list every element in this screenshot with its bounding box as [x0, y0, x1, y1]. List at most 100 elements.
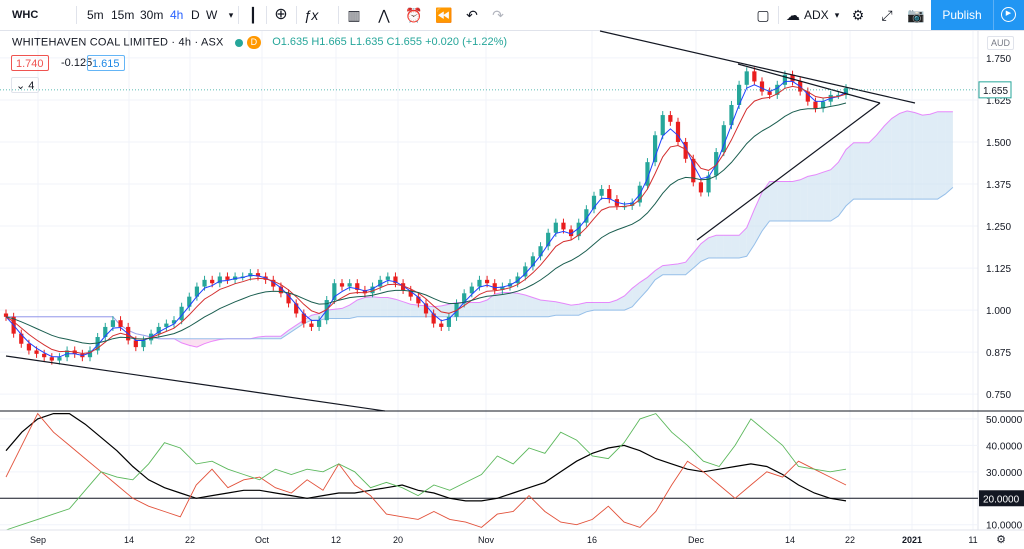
cloud-segment: [662, 264, 671, 275]
fx-icon[interactable]: ƒx: [303, 7, 319, 23]
candle-body: [217, 276, 222, 284]
bar-style-icon[interactable]: ┃: [248, 7, 258, 23]
cloud-segment: [815, 172, 824, 221]
play-button[interactable]: ▶: [993, 0, 1024, 30]
candle-body: [400, 283, 406, 290]
interval-d[interactable]: D: [191, 8, 200, 22]
replay-icon[interactable]: ⏪: [435, 7, 453, 23]
price-tick-label: 0.750: [986, 390, 1011, 401]
adx-tick-label: 40.0000: [986, 441, 1023, 452]
alert-icon[interactable]: ⏰: [405, 7, 423, 23]
cloud-segment: [723, 235, 732, 258]
interval-5m[interactable]: 5m: [87, 8, 104, 22]
settings-icon[interactable]: ⚙: [851, 7, 865, 23]
add-icon[interactable]: ⊕: [274, 6, 288, 23]
interval-4h[interactable]: 4h: [170, 8, 184, 22]
camera-icon[interactable]: 📷: [907, 7, 925, 23]
templates-icon[interactable]: ▥: [347, 7, 361, 23]
fullscreen-icon[interactable]: ⤢: [881, 7, 893, 23]
cloud-segment: [922, 114, 930, 200]
candle-body: [515, 276, 520, 284]
cloud-segment: [746, 209, 755, 257]
candle-body: [408, 289, 413, 297]
candle-body: [691, 158, 696, 183]
candle-body: [416, 296, 421, 304]
cloud-segment: [380, 297, 388, 317]
cloud-icon[interactable]: ☁: [786, 7, 800, 23]
time-tick-label: 12: [331, 535, 341, 545]
interval-15m[interactable]: 15m: [111, 8, 135, 22]
candle-body: [462, 293, 467, 304]
indicators-icon[interactable]: ⋀: [378, 7, 390, 23]
cloud-segment: [196, 338, 205, 348]
candle-body: [110, 320, 116, 327]
candle-body: [782, 74, 788, 85]
candle-body: [492, 283, 497, 290]
cloud-segment: [907, 110, 915, 200]
symbol-search[interactable]: WHC: [12, 9, 39, 21]
cloud-segment: [868, 135, 877, 200]
candle-body: [721, 125, 726, 153]
cloud-segment: [387, 297, 396, 317]
candle-body: [759, 81, 765, 92]
compare-label[interactable]: ADX: [804, 8, 829, 22]
cloud-segment: [342, 305, 350, 319]
cloud-segment: [930, 111, 938, 200]
dividend-badge[interactable]: D: [246, 36, 262, 49]
cloud-segment: [876, 126, 885, 200]
price-tick-label: 1.000: [986, 306, 1011, 317]
cloud-segment: [899, 110, 908, 200]
cloud-segment: [586, 302, 594, 312]
price-tick-label: 1.250: [986, 222, 1011, 233]
candle-body: [316, 320, 322, 327]
cloud-segment: [945, 111, 953, 195]
candle-body: [729, 104, 734, 126]
candle-body: [3, 313, 9, 317]
candle-body: [706, 175, 711, 193]
candle-body: [26, 343, 32, 351]
candle-body: [523, 266, 528, 277]
candle-body: [225, 276, 230, 280]
candle-body: [584, 209, 589, 223]
cloud-segment: [372, 296, 381, 317]
toolbar-divider: [76, 6, 77, 24]
publish-button[interactable]: Publish: [931, 0, 993, 30]
redo-icon[interactable]: ↷: [492, 7, 504, 23]
candle-body: [484, 279, 490, 284]
symbol-title[interactable]: WHITEHAVEN COAL LIMITED · 4h · ASX: [12, 36, 224, 49]
undo-icon[interactable]: ↶: [466, 7, 478, 23]
time-axis: Sep 14 22 Oct 12 20 Nov 16 Dec 14 22 2021 11 ⚙: [0, 529, 1024, 546]
cloud-segment: [769, 181, 778, 221]
time-tick-label: 16: [587, 535, 597, 545]
interval-w[interactable]: W: [206, 8, 218, 22]
candle-body: [568, 229, 574, 237]
candle-body: [607, 189, 612, 200]
indicators-toggle[interactable]: ⌄ 4: [11, 77, 40, 93]
candle-body: [446, 316, 452, 327]
indicator-value-1[interactable]: 1.740: [11, 55, 49, 71]
cloud-segment: [838, 149, 846, 216]
candle-body: [362, 289, 368, 294]
trend-line: [5, 355, 386, 412]
currency-badge[interactable]: AUD: [987, 36, 1015, 50]
cloud-segment: [655, 265, 663, 280]
indicator-value-2[interactable]: 1.615: [87, 55, 125, 71]
cloud-segment: [578, 302, 587, 316]
toolbar-divider: [266, 6, 267, 24]
cloud-segment: [563, 303, 572, 316]
candle-body: [836, 94, 841, 97]
cloud-segment: [517, 293, 526, 317]
chevron-down-icon[interactable]: ▾: [834, 10, 840, 20]
cloud-segment: [364, 296, 373, 317]
candle-body: [255, 273, 261, 277]
candle-body: [42, 353, 47, 358]
interval-30m[interactable]: 30m: [140, 8, 164, 22]
chevron-down-icon[interactable]: ▾: [228, 10, 234, 20]
price-tick-label: 1.375: [986, 180, 1011, 191]
layout-icon[interactable]: ▢: [756, 7, 770, 23]
cloud-segment: [510, 292, 518, 317]
cloud-segment: [502, 292, 510, 317]
price-axis: 1.750 1.625 1.500 1.375 1.250 1.125 1.000 0.875…: [0, 31, 1012, 530]
candle-body: [156, 326, 161, 334]
